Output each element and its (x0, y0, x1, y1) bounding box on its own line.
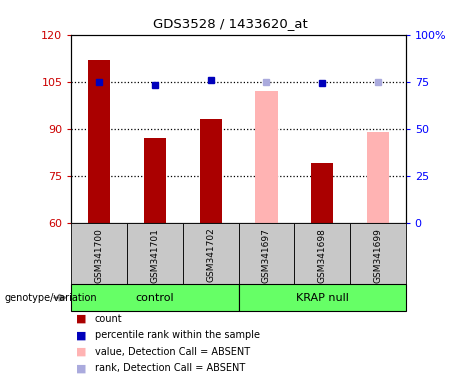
Text: ■: ■ (76, 363, 87, 373)
Text: GDS3528 / 1433620_at: GDS3528 / 1433620_at (153, 17, 308, 30)
Text: GSM341699: GSM341699 (373, 228, 382, 283)
Bar (200, 119, 222, 223)
Text: ■: ■ (76, 314, 87, 324)
Bar (239, 223, 294, 284)
Bar (183, 223, 239, 284)
Text: genotype/variation: genotype/variation (5, 293, 97, 303)
Text: GSM341700: GSM341700 (95, 228, 104, 283)
Text: value, Detection Call = ABSENT: value, Detection Call = ABSENT (95, 347, 249, 357)
Text: count: count (95, 314, 122, 324)
Text: KRAP null: KRAP null (296, 293, 349, 303)
Text: ■: ■ (76, 347, 87, 357)
Bar (127, 223, 183, 284)
Text: GSM341702: GSM341702 (206, 228, 215, 282)
Text: control: control (136, 293, 174, 303)
Bar (294, 223, 350, 284)
Bar (239, 284, 406, 311)
Text: percentile rank within the sample: percentile rank within the sample (95, 330, 260, 340)
Bar (311, 163, 333, 223)
Text: GSM341701: GSM341701 (150, 228, 160, 283)
Bar (255, 91, 278, 223)
Bar (88, 60, 111, 223)
Text: GSM341698: GSM341698 (318, 228, 327, 283)
Bar (350, 223, 406, 284)
Bar (366, 132, 389, 223)
Text: ■: ■ (76, 330, 87, 340)
Bar (144, 138, 166, 223)
Bar (71, 284, 239, 311)
Text: GSM341697: GSM341697 (262, 228, 271, 283)
Bar (71, 223, 127, 284)
Text: rank, Detection Call = ABSENT: rank, Detection Call = ABSENT (95, 363, 245, 373)
